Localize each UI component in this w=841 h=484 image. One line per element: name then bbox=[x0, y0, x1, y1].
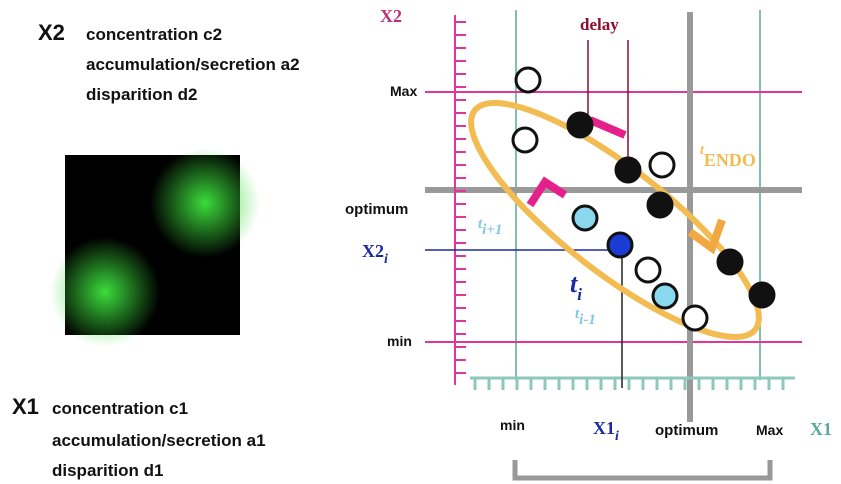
x2-label: X2 bbox=[38, 20, 65, 45]
x2-line: concentration c2 bbox=[86, 25, 222, 44]
blob bbox=[150, 148, 260, 258]
state-dot bbox=[636, 258, 660, 282]
x-current-sub: i bbox=[615, 429, 619, 444]
x-min: min bbox=[500, 417, 525, 433]
state-dot bbox=[718, 250, 742, 274]
state-dot bbox=[750, 283, 774, 307]
blob bbox=[50, 237, 160, 347]
t-current: ti bbox=[570, 269, 582, 304]
x-max: Max bbox=[756, 422, 783, 438]
y-current-sub: i bbox=[384, 252, 388, 267]
state-dot bbox=[683, 306, 707, 330]
x2-line: accumulation/secretion a2 bbox=[86, 55, 300, 74]
arrow bbox=[590, 120, 625, 135]
x2-line: disparition d2 bbox=[86, 85, 197, 104]
y-max: Max bbox=[390, 83, 417, 99]
axis-y-label: X2 bbox=[380, 6, 402, 26]
states bbox=[513, 68, 774, 330]
axis-x-label: X1 bbox=[810, 419, 832, 439]
state-dot bbox=[650, 153, 674, 177]
state-dot bbox=[648, 193, 672, 217]
state-dot bbox=[568, 113, 592, 137]
state-dot bbox=[608, 233, 632, 257]
cycle bbox=[443, 69, 788, 370]
x1-line: concentration c1 bbox=[52, 399, 188, 418]
bracket bbox=[515, 460, 770, 478]
state-dot bbox=[653, 284, 677, 308]
t-endo-sub: ENDO bbox=[704, 150, 756, 170]
t-prev: ti-1 bbox=[575, 306, 596, 328]
arrow bbox=[530, 182, 565, 205]
state-dot bbox=[516, 68, 540, 92]
delay-label: delay bbox=[580, 15, 619, 34]
x-current-text: X1 bbox=[593, 418, 615, 438]
t-endo: tENDO bbox=[700, 143, 756, 170]
y-current-text: X2 bbox=[362, 241, 384, 261]
x1-line: disparition d1 bbox=[52, 461, 163, 480]
state-dot bbox=[513, 128, 537, 152]
x-optimum: optimum bbox=[655, 422, 718, 439]
t-prev-sub: i-1 bbox=[579, 312, 596, 328]
t-next: ti+1 bbox=[478, 216, 502, 238]
x1-label: X1 bbox=[12, 394, 39, 419]
y-optimum: optimum bbox=[345, 201, 408, 218]
t-current-sub: i bbox=[577, 285, 582, 304]
x1-line: accumulation/secretion a1 bbox=[52, 431, 266, 450]
y-current: X2i bbox=[362, 241, 388, 267]
state-dot bbox=[616, 158, 640, 182]
t-next-sub: i+1 bbox=[482, 222, 502, 238]
y-min: min bbox=[387, 333, 412, 349]
page: X2 concentration c2 accumulation/secreti… bbox=[0, 0, 841, 484]
state-dot bbox=[573, 206, 597, 230]
x-current: X1i bbox=[593, 418, 619, 444]
